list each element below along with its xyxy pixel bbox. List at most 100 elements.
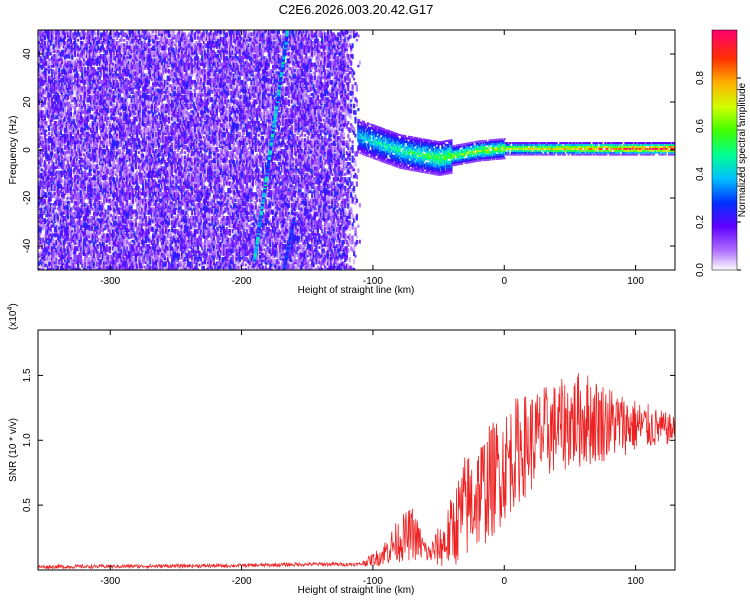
heatmap-cell [113, 86, 116, 90]
heatmap-cell [78, 47, 81, 52]
heatmap-cell [69, 105, 72, 111]
heatmap-cell [82, 88, 85, 94]
heatmap-cell [95, 153, 98, 158]
heatmap-cell [103, 166, 106, 172]
heatmap-cell [117, 142, 120, 148]
heatmap-cell [82, 222, 85, 228]
heatmap-cell [62, 36, 65, 42]
heatmap-cell [75, 194, 78, 200]
heatmap-cell [58, 136, 61, 141]
heatmap-cell [79, 207, 83, 213]
heatmap-cell [90, 177, 93, 183]
heatmap-cell [84, 67, 87, 73]
heatmap-cell [105, 261, 109, 265]
heatmap-cell [68, 131, 71, 137]
heatmap-cell [110, 170, 113, 177]
heatmap-cell [52, 43, 55, 47]
heatmap-cell [94, 140, 97, 146]
heatmap-cell [108, 164, 111, 168]
heatmap-cell [45, 142, 48, 146]
heatmap-cell [84, 43, 87, 48]
heatmap-cell [38, 133, 41, 139]
heatmap-cell [79, 86, 83, 92]
heatmap-cell [94, 211, 97, 216]
heatmap-cell [64, 252, 67, 258]
heatmap-cell [62, 121, 65, 127]
heatmap-cell [94, 265, 97, 269]
heatmap-cell [100, 125, 103, 129]
heatmap-cell [103, 88, 106, 93]
heatmap-cell [55, 54, 58, 60]
heatmap-cell [81, 118, 84, 124]
heatmap-cell [69, 237, 72, 244]
heatmap-cell [68, 170, 71, 174]
heatmap-cell [56, 170, 59, 175]
heatmap-cell [85, 110, 88, 115]
heatmap-cell [91, 125, 94, 129]
heatmap-cell [55, 51, 58, 56]
heatmap-cell [110, 200, 113, 206]
heatmap-cell [56, 246, 59, 250]
heatmap-cell [55, 181, 58, 187]
heatmap-cell [40, 196, 44, 201]
heatmap-cell [46, 187, 49, 192]
heatmap-cell [116, 237, 119, 241]
heatmap-cell [113, 252, 116, 258]
heatmap-cell [78, 123, 81, 128]
heatmap-cell [78, 58, 81, 62]
heatmap-cell [45, 220, 48, 224]
heatmap-cell [55, 69, 58, 74]
heatmap-cell [46, 67, 49, 71]
heatmap-cell [92, 157, 96, 162]
heatmap-cell [116, 231, 119, 235]
heatmap-cell [117, 226, 120, 230]
heatmap-cell [114, 155, 117, 160]
heatmap-cell [45, 155, 48, 160]
heatmap-cell [117, 140, 120, 144]
heatmap-cell [55, 244, 58, 249]
heatmap-cell [46, 237, 49, 241]
heatmap-cell [59, 116, 62, 120]
heatmap-cell [116, 224, 119, 228]
heatmap-cell [71, 226, 74, 231]
heatmap-cell [90, 105, 93, 110]
heatmap-cell [111, 194, 114, 200]
heatmap-cell [84, 166, 87, 169]
heatmap-cell [39, 239, 42, 245]
heatmap-cell [87, 38, 90, 43]
heatmap-cell [64, 175, 67, 179]
heatmap-cell [39, 71, 42, 75]
heatmap-cell [40, 157, 44, 164]
heatmap-cell [65, 168, 68, 172]
heatmap-cell [77, 45, 80, 49]
heatmap-cell [46, 259, 49, 262]
heatmap-cell [100, 129, 103, 133]
heatmap-cell [113, 263, 116, 269]
heatmap-cell [65, 157, 68, 162]
heatmap-cell [74, 105, 77, 111]
heatmap-cell [42, 144, 45, 151]
heatmap-cell [117, 41, 120, 47]
heatmap-cell [117, 123, 120, 126]
heatmap-cell [104, 90, 107, 96]
heatmap-cell [59, 177, 62, 181]
heatmap-cell [46, 164, 49, 169]
heatmap-cell [82, 110, 85, 115]
heatmap-cell [64, 47, 67, 53]
heatmap-cell [64, 82, 67, 85]
heatmap-cell [92, 181, 96, 187]
heatmap-cell [108, 220, 111, 225]
heatmap-cell [95, 263, 98, 267]
heatmap-cell [40, 47, 44, 53]
heatmap-cell [66, 207, 70, 212]
heatmap-cell [52, 54, 55, 59]
heatmap-cell [91, 194, 94, 198]
heatmap-cell [140, 207, 143, 212]
heatmap-cell [58, 252, 61, 258]
heatmap-cell [108, 79, 111, 85]
heatmap-cell [45, 179, 48, 183]
heatmap-cell [84, 231, 87, 236]
heatmap-cell [104, 75, 107, 81]
heatmap-cell [55, 125, 58, 130]
heatmap-cell [42, 56, 45, 59]
